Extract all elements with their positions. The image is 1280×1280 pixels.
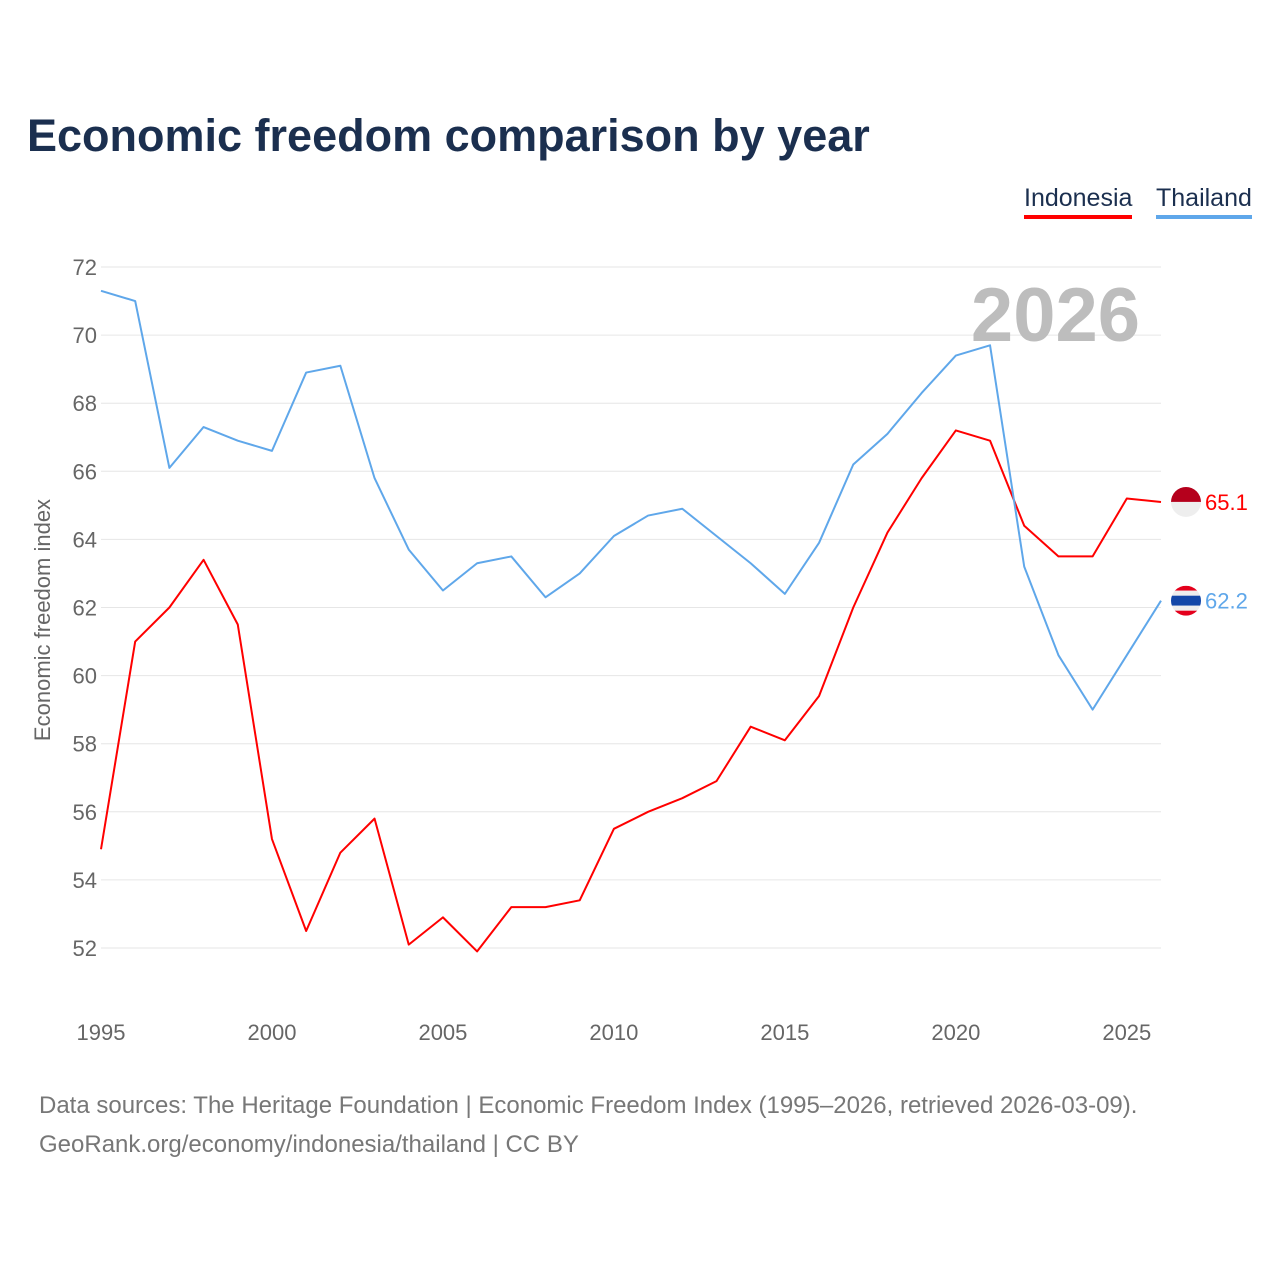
x-tick-label: 2025: [1102, 1020, 1151, 1045]
x-tick-label: 2005: [418, 1020, 467, 1045]
flag-thailand-icon: [1171, 585, 1201, 616]
y-tick-label: 52: [73, 936, 97, 961]
y-tick-label: 54: [73, 868, 97, 893]
legend-thailand[interactable]: Thailand: [1156, 184, 1252, 219]
chart-title: Economic freedom comparison by year: [27, 110, 870, 161]
legend-indonesia[interactable]: Indonesia: [1024, 184, 1133, 219]
flag-indonesia-icon: [1171, 486, 1201, 517]
source-line-1: Data sources: The Heritage Foundation | …: [39, 1092, 1138, 1119]
end-label-indonesia: 65.1: [1205, 490, 1248, 515]
y-tick-label: 66: [73, 459, 97, 484]
y-tick-label: 62: [73, 596, 97, 621]
x-tick-label: 2015: [760, 1020, 809, 1045]
y-tick-label: 72: [73, 255, 97, 280]
source-line-2: GeoRank.org/economy/indonesia/thailand |…: [39, 1131, 579, 1158]
y-tick-label: 56: [73, 800, 97, 825]
end-label-thailand: 62.2: [1205, 589, 1248, 614]
x-tick-label: 2010: [589, 1020, 638, 1045]
series-line-indonesia: [100, 429, 1162, 953]
source-note: Data sources: The Heritage Foundation | …: [39, 1086, 1137, 1164]
y-tick-label: 64: [73, 527, 97, 552]
x-tick-label: 2000: [247, 1020, 296, 1045]
x-tick-label: 1995: [77, 1020, 126, 1045]
year-watermark: 2026: [971, 273, 1140, 358]
y-axis-label: Economic freedom index: [30, 499, 55, 741]
y-tick-label: 58: [73, 732, 97, 757]
y-tick-label: 60: [73, 664, 97, 689]
series-line-thailand: [100, 289, 1162, 711]
x-tick-label: 2020: [931, 1020, 980, 1045]
y-tick-label: 68: [73, 391, 97, 416]
y-tick-label: 70: [73, 323, 97, 348]
